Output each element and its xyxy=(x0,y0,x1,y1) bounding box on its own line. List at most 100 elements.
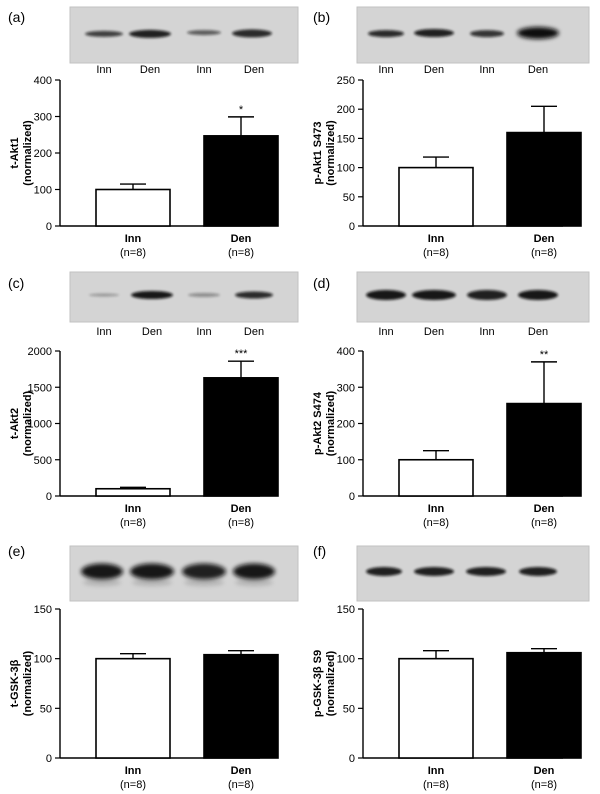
y-tick-label: 50 xyxy=(40,703,52,715)
blot-band xyxy=(366,290,406,300)
blot-band xyxy=(85,30,123,37)
blot-frame xyxy=(356,6,590,64)
y-axis-title: t-GSK-3β xyxy=(9,659,21,707)
blot-band xyxy=(89,293,119,297)
x-category-note: (n=8) xyxy=(423,779,449,791)
blot-lane-label: Inn xyxy=(479,64,494,76)
blot-band xyxy=(470,30,504,38)
blot-lane-label: Den xyxy=(424,326,444,338)
x-category-label: Den xyxy=(231,765,252,777)
x-category-note: (n=8) xyxy=(120,247,146,259)
y-tick-label: 150 xyxy=(337,133,355,145)
blot-band xyxy=(366,567,402,576)
bar-den xyxy=(506,402,582,497)
blot-band xyxy=(235,291,273,299)
blot-lane-label: Inn xyxy=(378,326,393,338)
y-axis-title: p-Akt1 S473 xyxy=(312,122,324,185)
y-axis-subtitle: (normalized) xyxy=(325,650,337,716)
blot-band xyxy=(368,30,404,38)
western-blot-image xyxy=(356,271,590,323)
blot-band xyxy=(232,29,272,38)
blot-band xyxy=(81,563,123,580)
x-category-label: Den xyxy=(534,765,555,777)
western-blot-image xyxy=(356,545,590,602)
y-tick-label: 1500 xyxy=(28,382,52,394)
y-tick-label: 500 xyxy=(34,455,52,467)
blot-band xyxy=(187,30,221,36)
y-axis-subtitle: (normalized) xyxy=(22,650,34,716)
y-axis-title: t-Akt2 xyxy=(9,408,21,439)
y-tick-label: 50 xyxy=(343,703,355,715)
bar-inn xyxy=(398,657,474,759)
blot-lane-label: Den xyxy=(140,64,160,76)
y-tick-label: 2000 xyxy=(28,346,52,358)
x-category-note: (n=8) xyxy=(228,247,254,259)
y-tick-label: 100 xyxy=(337,163,355,175)
blot-band xyxy=(412,290,456,300)
x-category-label: Inn xyxy=(125,765,142,777)
x-category-note: (n=8) xyxy=(423,247,449,259)
panel-label: (c) xyxy=(8,275,24,291)
blot-band xyxy=(414,567,454,576)
blot-band-shadow xyxy=(83,579,121,586)
y-tick-label: 0 xyxy=(349,753,355,765)
blot-lane-label: Inn xyxy=(196,64,211,76)
blot-lane-label: Inn xyxy=(96,326,111,338)
x-category-label: Inn xyxy=(428,503,445,515)
blot-lane-label: Den xyxy=(424,64,444,76)
blot-band-shadow xyxy=(184,579,224,586)
x-category-label: Den xyxy=(231,233,252,245)
blot-band-shadow xyxy=(132,579,172,586)
x-category-label: Inn xyxy=(428,233,445,245)
x-category-label: Den xyxy=(534,503,555,515)
y-tick-label: 0 xyxy=(349,221,355,233)
bar-den xyxy=(506,131,582,227)
x-category-note: (n=8) xyxy=(423,517,449,529)
y-tick-label: 100 xyxy=(337,654,355,666)
bar-inn xyxy=(95,657,171,759)
x-category-note: (n=8) xyxy=(228,517,254,529)
blot-lane-label: Den xyxy=(528,64,548,76)
panel-label: (b) xyxy=(313,9,330,25)
bar-den xyxy=(506,651,582,759)
blot-band xyxy=(519,567,557,576)
y-tick-label: 300 xyxy=(34,112,52,124)
x-category-label: Inn xyxy=(428,765,445,777)
y-tick-label: 0 xyxy=(46,491,52,503)
y-tick-label: 0 xyxy=(349,491,355,503)
blot-lane-label: Den xyxy=(244,326,264,338)
blot-band-shadow xyxy=(235,579,273,586)
western-blot-image xyxy=(356,6,590,64)
y-tick-label: 200 xyxy=(34,148,52,160)
panel-b: (b) Inn Den Inn Den 0 50 100 150 200 250 p-Akt1 S47… xyxy=(312,6,590,259)
x-category-note: (n=8) xyxy=(531,779,557,791)
blot-band xyxy=(466,567,506,576)
x-category-note: (n=8) xyxy=(531,517,557,529)
blot-lane-label: Den xyxy=(528,326,548,338)
blot-band xyxy=(518,290,558,300)
bar-inn xyxy=(95,487,171,497)
bar-den xyxy=(203,653,279,759)
panel-label: (e) xyxy=(8,543,25,559)
y-tick-label: 0 xyxy=(46,221,52,233)
blot-lane-label: Inn xyxy=(96,64,111,76)
blot-frame xyxy=(69,545,299,602)
blot-frame xyxy=(69,6,299,64)
panel-c: (c) Inn Den Inn Den 0 500 1000 1500 2000 t-Akt2 (no… xyxy=(8,271,299,529)
blot-frame xyxy=(356,545,590,602)
blot-band xyxy=(517,27,559,39)
y-tick-label: 400 xyxy=(34,75,52,87)
y-tick-label: 100 xyxy=(34,654,52,666)
y-tick-label: 50 xyxy=(343,192,355,204)
x-category-label: Inn xyxy=(125,503,142,515)
blot-band xyxy=(467,290,507,300)
y-tick-label: 200 xyxy=(337,104,355,116)
panel-f: (f) 0 50 100 150 p-GSK-3β S9 (normalized) Inn (n… xyxy=(312,543,590,791)
y-tick-label: 300 xyxy=(337,382,355,394)
panel-a: (a) Inn Den Inn Den 0 100 200 300 400 t-Akt1 (norma… xyxy=(8,6,299,259)
panel-label: (f) xyxy=(313,543,326,559)
y-axis-subtitle: (normalized) xyxy=(325,120,337,186)
blot-band xyxy=(131,291,173,299)
x-category-note: (n=8) xyxy=(531,247,557,259)
